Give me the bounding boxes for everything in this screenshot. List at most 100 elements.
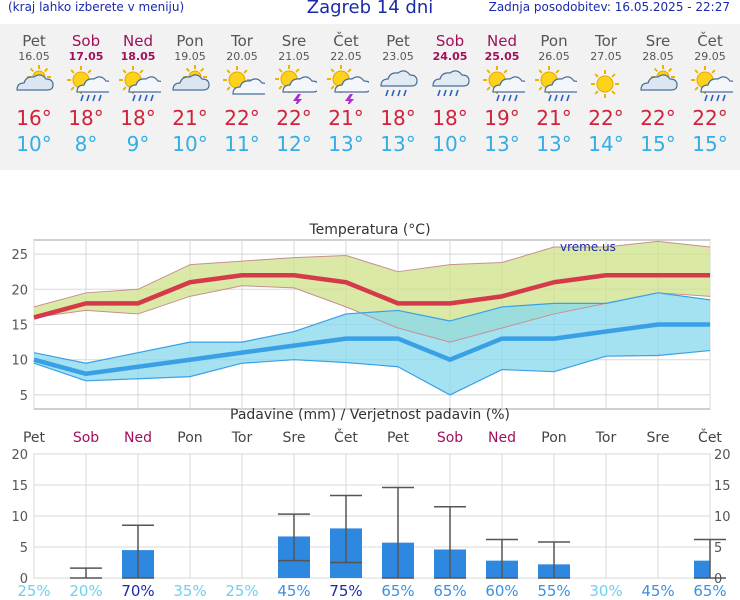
forecast-day[interactable]: Pon 26.05 21° 13° <box>528 24 580 157</box>
day-name: Pet <box>386 32 410 50</box>
rain-cloud-icon <box>424 63 476 105</box>
precipitation-day-label: Tor <box>595 430 617 446</box>
day-name: Ned <box>487 32 517 50</box>
day-name: Pet <box>22 32 46 50</box>
max-temp-low-line <box>33 285 711 343</box>
partly-cloudy-icon <box>164 63 216 105</box>
precipitation-tick-label-left: 10 <box>11 510 28 525</box>
last-update: Zadnja posodobitev: 16.05.2025 - 22:27 <box>488 0 730 14</box>
max-temp: 16° <box>16 106 52 130</box>
max-temp: 22° <box>276 106 312 130</box>
min-temp: 14° <box>588 132 624 156</box>
max-temp-series-line <box>33 272 710 320</box>
day-date: 26.05 <box>538 50 570 63</box>
forecast-day[interactable]: Čet 29.05 22° 15° <box>684 24 736 157</box>
precipitation-probability-label: 30% <box>589 582 622 600</box>
precipitation-probability-label: 75% <box>329 582 362 600</box>
precipitation-probability-label: 45% <box>277 582 310 600</box>
precipitation-bar <box>694 560 710 578</box>
precipitation-day-label: Čet <box>334 428 358 446</box>
forecast-day[interactable]: Ned 18.05 18° 9° <box>112 24 164 157</box>
max-temp: 21° <box>536 106 572 130</box>
precipitation-probability-label: 35% <box>173 582 206 600</box>
day-name: Sre <box>281 32 307 50</box>
precipitation-probability-label: 55% <box>537 582 570 600</box>
max-temp: 21° <box>172 106 208 130</box>
precipitation-day-label: Čet <box>698 428 722 446</box>
day-date: 25.05 <box>484 50 520 63</box>
forecast-day[interactable]: Sre 28.05 22° 15° <box>632 24 684 157</box>
min-temp: 15° <box>692 132 728 156</box>
day-date: 23.05 <box>382 50 414 63</box>
daily-forecast-strip: Pet 16.05 16° 10° Sob 17.05 18° 8° Ned 18.05 18° 9°… <box>0 24 740 170</box>
forecast-day[interactable]: Sob 24.05 18° 10° <box>424 24 476 157</box>
min-temp: 12° <box>276 132 312 156</box>
forecast-day[interactable]: Ned 25.05 19° 13° <box>476 24 528 157</box>
precipitation-probability-label: 45% <box>641 582 674 600</box>
forecast-day[interactable]: Čet 22.05 21° 13° <box>320 24 372 157</box>
watermark: vreme.us <box>560 240 616 254</box>
precipitation-tick-label-left: 20 <box>11 448 28 463</box>
min-temp: 13° <box>380 132 416 156</box>
day-name: Pon <box>176 32 204 50</box>
precipitation-probability-label: 60% <box>485 582 518 600</box>
forecast-day[interactable]: Sre 21.05 22° 12° <box>268 24 320 157</box>
forecast-day[interactable]: Pet 16.05 16° 10° <box>8 24 60 157</box>
precipitation-probability-label: 65% <box>693 582 726 600</box>
precipitation-probability-label: 25% <box>17 582 50 600</box>
forecast-day[interactable]: Sob 17.05 18° 8° <box>60 24 112 157</box>
day-date: 28.05 <box>642 50 674 63</box>
forecast-day[interactable]: Tor 27.05 22° 14° <box>580 24 632 157</box>
top-bar: (kraj lahko izberete v meniju) Zagreb 14… <box>0 0 740 22</box>
precipitation-tick-label-left: 5 <box>20 541 28 556</box>
sun-thunder-icon <box>320 63 372 105</box>
min-temp: 9° <box>126 132 150 156</box>
day-date: 20.05 <box>226 50 258 63</box>
precipitation-day-label: Sob <box>73 430 99 446</box>
precipitation-day-label: Pet <box>387 430 410 446</box>
max-temp: 22° <box>640 106 676 130</box>
precipitation-probability-label: 70% <box>121 582 154 600</box>
forecast-day[interactable]: Pet 23.05 18° 13° <box>372 24 424 157</box>
precipitation-day-label: Sre <box>647 430 670 446</box>
max-temp: 21° <box>328 106 364 130</box>
day-name: Sre <box>645 32 671 50</box>
precipitation-chart-title: Padavine (mm) / Verjetnost padavin (%) <box>230 407 510 423</box>
forecast-day[interactable]: Pon 19.05 21° 10° <box>164 24 216 157</box>
precipitation-tick-label-right: 5 <box>714 541 722 556</box>
min-temp: 8° <box>74 132 98 156</box>
day-name: Pon <box>540 32 568 50</box>
min-temp-range-band <box>34 292 710 395</box>
sun-rain-icon <box>476 63 528 105</box>
location-menu-hint[interactable]: (kraj lahko izberete v meniju) <box>8 0 185 14</box>
max-temp: 18° <box>380 106 416 130</box>
forecast-day[interactable]: Tor 20.05 22° 11° <box>216 24 268 157</box>
day-date: 19.05 <box>174 50 206 63</box>
precipitation-probability-label: 20% <box>69 582 102 600</box>
sun-icon <box>580 63 632 105</box>
day-date: 22.05 <box>330 50 362 63</box>
day-name: Čet <box>333 32 359 50</box>
sun-cloud-icon <box>216 63 268 105</box>
min-temp: 11° <box>224 132 260 156</box>
sun-rain-icon <box>684 63 736 105</box>
temperature-tick-label: 15 <box>11 319 28 334</box>
precipitation-day-label: Sob <box>437 430 463 446</box>
precipitation-day-label: Pon <box>177 430 202 446</box>
precipitation-day-label: Sre <box>283 430 306 446</box>
day-name: Tor <box>595 32 617 50</box>
sun-rain-icon <box>528 63 580 105</box>
precipitation-tick-label-left: 0 <box>20 572 28 587</box>
precipitation-day-label: Tor <box>231 430 253 446</box>
page-title: Zagreb 14 dni <box>306 0 434 18</box>
precipitation-tick-label-right: 10 <box>714 510 731 525</box>
temperature-chart-title: Temperatura (°C) <box>308 222 430 238</box>
min-temp-series-line <box>33 322 710 377</box>
day-date: 29.05 <box>694 50 726 63</box>
day-name: Tor <box>231 32 253 50</box>
min-temp-high-line <box>33 292 711 364</box>
sun-thunder-icon <box>268 63 320 105</box>
precipitation-day-label: Ned <box>488 430 516 446</box>
charts-area: Temperatura (°C) 5 10 15 20 25 vreme.us Padavin… <box>11 222 731 600</box>
temperature-tick-label: 5 <box>20 389 28 404</box>
